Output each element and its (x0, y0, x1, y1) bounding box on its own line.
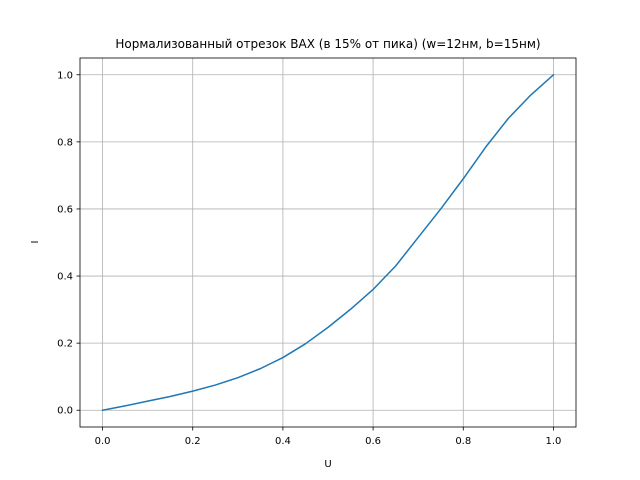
x-tick-label: 0.0 (95, 436, 111, 447)
y-tick-label: 0.4 (57, 272, 73, 283)
y-tick-label: 0.8 (57, 137, 73, 148)
plot-area (101, 73, 555, 412)
x-tick-label: 1.0 (546, 436, 562, 447)
grid (80, 58, 576, 427)
x-tick-label: 0.2 (185, 436, 201, 447)
y-axis-label: I (30, 241, 41, 244)
x-tick-label: 0.6 (365, 436, 381, 447)
x-tick-label: 0.8 (455, 436, 471, 447)
chart-title: Нормализованный отрезок ВАХ (в 15% от пи… (115, 37, 540, 51)
y-tick-label: 0.0 (57, 406, 73, 417)
y-tick-label: 1.0 (57, 70, 73, 81)
y-tick-label: 0.6 (57, 204, 73, 215)
axes-frame (79, 57, 577, 428)
x-axis-label: U (324, 459, 331, 470)
series-line (101, 73, 555, 412)
y-tick-label: 0.2 (57, 339, 73, 350)
x-axis: 0.0 0.2 0.4 0.6 0.8 1.0 (95, 427, 562, 447)
y-axis: 0.0 0.2 0.4 0.6 0.8 1.0 (57, 70, 80, 417)
x-tick-label: 0.4 (275, 436, 291, 447)
